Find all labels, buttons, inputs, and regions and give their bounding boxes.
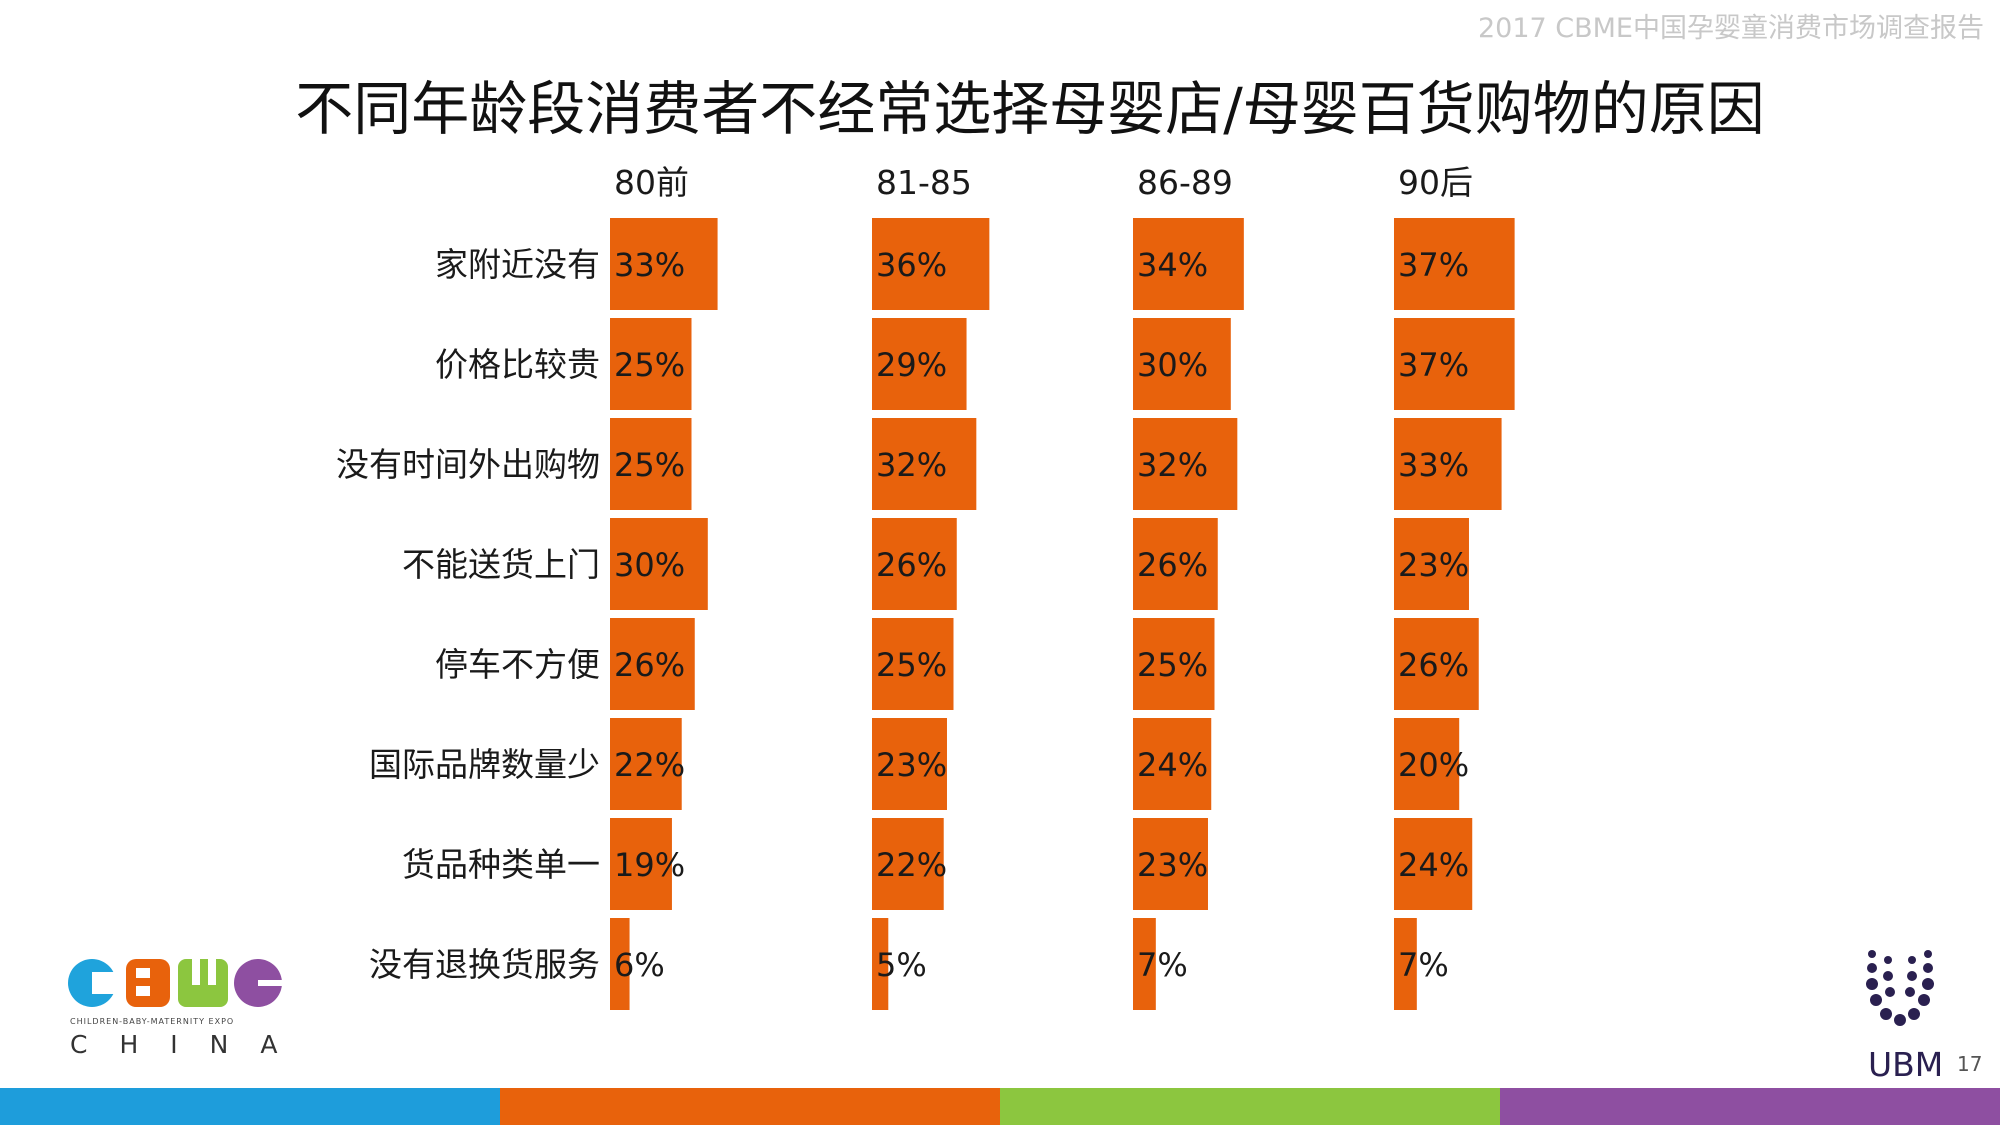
report-name: 2017 CBME中国孕婴童消费市场调查报告 (1477, 13, 1984, 44)
bar (610, 318, 692, 410)
data-label: 29% (876, 346, 947, 384)
data-label: 7% (1398, 946, 1449, 984)
data-label: 6% (614, 946, 665, 984)
bar (872, 418, 977, 510)
data-label: 23% (1137, 846, 1208, 884)
data-label: 26% (1137, 546, 1208, 584)
data-label: 26% (614, 646, 685, 684)
bar (1394, 618, 1479, 710)
bar (872, 318, 967, 410)
data-label: 30% (614, 546, 685, 584)
category-label: 不能送货上门 (402, 545, 600, 584)
bar (872, 518, 957, 610)
series-label: 90后 (1398, 163, 1473, 202)
cbme-logo: CHILDREN-BABY-MATERNITY EXPO CHINA (68, 950, 288, 1060)
footer-segment-blue (0, 1088, 500, 1125)
footer-color-bar (0, 1088, 2000, 1125)
bar (610, 718, 682, 810)
data-label: 19% (614, 846, 685, 884)
bar (610, 818, 672, 910)
bar (872, 618, 954, 710)
category-label: 国际品牌数量少 (369, 745, 600, 784)
ubm-logo: UBM (1850, 940, 1950, 1090)
bar (1133, 918, 1156, 1010)
data-label: 30% (1137, 346, 1208, 384)
bar (1133, 418, 1238, 510)
data-label: 37% (1398, 346, 1469, 384)
data-label: 33% (614, 246, 685, 284)
data-label: 5% (876, 946, 927, 984)
category-label: 没有退换货服务 (369, 945, 600, 984)
bar (1133, 518, 1218, 610)
bar (610, 618, 695, 710)
ubm-logo-mark (1866, 950, 1934, 1026)
data-label: 7% (1137, 946, 1188, 984)
series-label: 80前 (614, 163, 689, 202)
bar (1133, 218, 1244, 310)
bar (872, 718, 947, 810)
cbme-tagline: CHILDREN-BABY-MATERNITY EXPO (70, 1017, 235, 1026)
bar (1394, 718, 1460, 810)
footer-segment-orange (500, 1088, 1000, 1125)
cbme-logo-mark (68, 959, 284, 1007)
category-label: 货品种类单一 (402, 845, 600, 884)
category-label: 家附近没有 (435, 245, 600, 284)
bar (1133, 818, 1208, 910)
ubm-wordmark: UBM (1868, 1045, 1944, 1084)
data-label: 24% (1137, 746, 1208, 784)
bar (1394, 518, 1469, 610)
data-label: 24% (1398, 846, 1469, 884)
data-label: 23% (1398, 546, 1469, 584)
data-label: 23% (876, 746, 947, 784)
bar (610, 518, 708, 610)
cbme-region: CHINA (70, 1030, 310, 1059)
data-label: 26% (1398, 646, 1469, 684)
bar (610, 418, 692, 510)
data-label: 20% (1398, 746, 1469, 784)
data-label: 37% (1398, 246, 1469, 284)
data-label: 33% (1398, 446, 1469, 484)
footer-segment-purple (1500, 1088, 2000, 1125)
category-label: 价格比较贵 (435, 345, 600, 384)
bar (1394, 318, 1515, 410)
bar (610, 918, 630, 1010)
category-label: 停车不方便 (435, 645, 600, 684)
bar (1133, 618, 1215, 710)
data-label: 36% (876, 246, 947, 284)
data-label: 22% (876, 846, 947, 884)
bar (872, 818, 944, 910)
page-number: 17 (1957, 1052, 1983, 1076)
page-title: 不同年龄段消费者不经常选择母婴店/母婴百货购物的原因 (295, 75, 1765, 143)
data-label: 26% (876, 546, 947, 584)
series-label: 81-85 (876, 163, 972, 202)
data-label: 25% (1137, 646, 1208, 684)
data-label: 25% (876, 646, 947, 684)
data-label: 32% (876, 446, 947, 484)
bar (872, 218, 990, 310)
bar (1133, 318, 1231, 410)
data-label: 32% (1137, 446, 1208, 484)
bar (872, 918, 889, 1010)
bar (1394, 818, 1473, 910)
bar (1133, 718, 1212, 810)
bar (1394, 918, 1417, 1010)
category-label: 没有时间外出购物 (336, 445, 600, 484)
data-label: 22% (614, 746, 685, 784)
data-label: 25% (614, 446, 685, 484)
bar (610, 218, 718, 310)
series-label: 86-89 (1137, 163, 1233, 202)
data-label: 25% (614, 346, 685, 384)
footer-segment-green (1000, 1088, 1500, 1125)
bar (1394, 218, 1515, 310)
data-label: 34% (1137, 246, 1208, 284)
bar (1394, 418, 1502, 510)
